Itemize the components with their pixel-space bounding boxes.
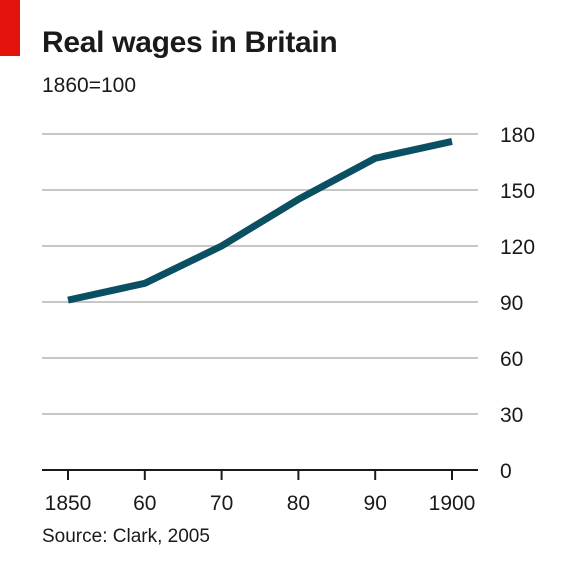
y-tick-label-180: 180 [500, 124, 535, 147]
chart-source: Source: Clark, 2005 [42, 526, 210, 547]
y-tick-label-60: 60 [500, 348, 523, 371]
tick-labels: 0 30 60 90 120 150 180 1850 60 70 80 90 1900 [45, 124, 535, 515]
x-tick-label-1860: 60 [133, 492, 156, 515]
series-layer [67, 138, 453, 304]
x-tick-label-1890: 90 [364, 492, 387, 515]
x-tick-label-1870: 70 [210, 492, 233, 515]
x-axis [42, 469, 478, 480]
chart-title: Real wages in Britain [42, 26, 338, 59]
y-tick-label-120: 120 [500, 236, 535, 259]
y-tick-label-0: 0 [500, 460, 512, 483]
y-tick-label-30: 30 [500, 404, 523, 427]
y-tick-label-90: 90 [500, 292, 523, 315]
x-tick-label-1880: 80 [287, 492, 310, 515]
brand-red-tag [0, 0, 20, 56]
series-line-0 [67, 138, 453, 304]
chart-subtitle: 1860=100 [42, 74, 137, 97]
x-tick-label-1850: 1850 [45, 492, 92, 515]
y-tick-label-150: 150 [500, 180, 535, 203]
grid-lines [42, 133, 478, 415]
x-tick-label-1900: 1900 [429, 492, 476, 515]
